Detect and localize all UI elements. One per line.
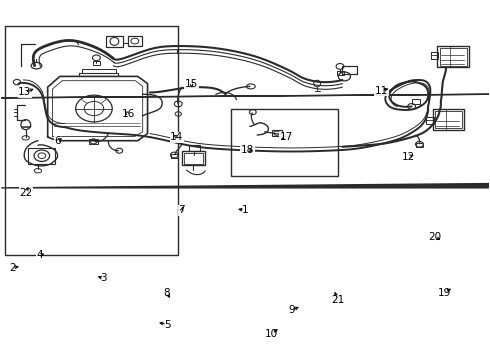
Bar (189, 145, 200, 152)
Bar (184, 153, 203, 163)
Text: 1: 1 (242, 205, 248, 215)
Text: 12: 12 (402, 152, 415, 162)
Text: 18: 18 (241, 145, 254, 155)
Bar (171, 154, 178, 158)
Bar (182, 152, 205, 165)
Bar (343, 66, 357, 74)
Bar (89, 139, 98, 144)
Bar (435, 111, 462, 128)
Bar (337, 71, 344, 75)
Text: 13: 13 (18, 87, 31, 98)
Text: 22: 22 (19, 188, 32, 198)
Bar (272, 130, 282, 136)
Bar (431, 52, 439, 59)
Bar (412, 99, 420, 104)
Text: 4: 4 (36, 250, 43, 260)
Text: 8: 8 (164, 288, 171, 297)
Bar (93, 62, 100, 65)
Bar (106, 36, 123, 47)
Text: 10: 10 (265, 329, 278, 339)
Text: 3: 3 (100, 273, 107, 283)
Bar (231, 109, 338, 176)
Text: 16: 16 (122, 109, 135, 119)
Bar (426, 117, 434, 123)
Bar (28, 148, 55, 164)
Text: 6: 6 (54, 136, 61, 146)
Bar (438, 46, 469, 67)
Bar (5, 26, 178, 255)
Bar (416, 143, 423, 147)
Bar (128, 36, 142, 46)
Text: 15: 15 (185, 78, 198, 89)
Text: 20: 20 (428, 232, 441, 242)
Polygon shape (1, 184, 490, 188)
Bar (440, 48, 466, 66)
Text: 17: 17 (280, 132, 293, 142)
Text: 9: 9 (288, 305, 294, 315)
Text: 14: 14 (170, 132, 183, 142)
Text: 5: 5 (164, 320, 171, 330)
Text: 19: 19 (438, 288, 451, 297)
Text: 2: 2 (9, 262, 15, 273)
Polygon shape (1, 91, 490, 98)
Text: 11: 11 (375, 86, 388, 96)
Text: 21: 21 (331, 295, 344, 305)
Text: 7: 7 (178, 205, 185, 215)
Bar (82, 68, 116, 73)
Bar (433, 109, 464, 130)
